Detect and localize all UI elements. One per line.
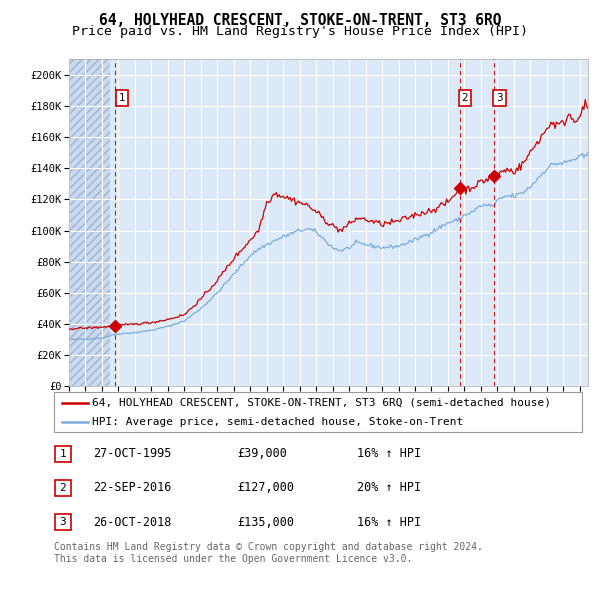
FancyBboxPatch shape — [54, 392, 582, 432]
Text: 2: 2 — [461, 93, 468, 103]
Text: 1: 1 — [59, 449, 67, 458]
Text: 1: 1 — [119, 93, 125, 103]
Text: 16% ↑ HPI: 16% ↑ HPI — [357, 447, 421, 460]
Text: HPI: Average price, semi-detached house, Stoke-on-Trent: HPI: Average price, semi-detached house,… — [92, 417, 463, 427]
Text: 26-OCT-2018: 26-OCT-2018 — [93, 516, 172, 529]
Text: Contains HM Land Registry data © Crown copyright and database right 2024.
This d: Contains HM Land Registry data © Crown c… — [54, 542, 483, 564]
Text: 64, HOLYHEAD CRESCENT, STOKE-ON-TRENT, ST3 6RQ: 64, HOLYHEAD CRESCENT, STOKE-ON-TRENT, S… — [99, 13, 501, 28]
Bar — [69, 59, 110, 386]
FancyBboxPatch shape — [55, 480, 71, 496]
FancyBboxPatch shape — [55, 446, 71, 461]
Text: 2: 2 — [59, 483, 67, 493]
Text: 27-OCT-1995: 27-OCT-1995 — [93, 447, 172, 460]
Text: 3: 3 — [59, 517, 67, 527]
Text: 22-SEP-2016: 22-SEP-2016 — [93, 481, 172, 494]
Text: £135,000: £135,000 — [237, 516, 294, 529]
Text: 20% ↑ HPI: 20% ↑ HPI — [357, 481, 421, 494]
FancyBboxPatch shape — [55, 514, 71, 530]
Text: £127,000: £127,000 — [237, 481, 294, 494]
Text: 3: 3 — [496, 93, 503, 103]
Text: £39,000: £39,000 — [237, 447, 287, 460]
Text: Price paid vs. HM Land Registry's House Price Index (HPI): Price paid vs. HM Land Registry's House … — [72, 25, 528, 38]
Text: 16% ↑ HPI: 16% ↑ HPI — [357, 516, 421, 529]
Text: 64, HOLYHEAD CRESCENT, STOKE-ON-TRENT, ST3 6RQ (semi-detached house): 64, HOLYHEAD CRESCENT, STOKE-ON-TRENT, S… — [92, 398, 551, 408]
